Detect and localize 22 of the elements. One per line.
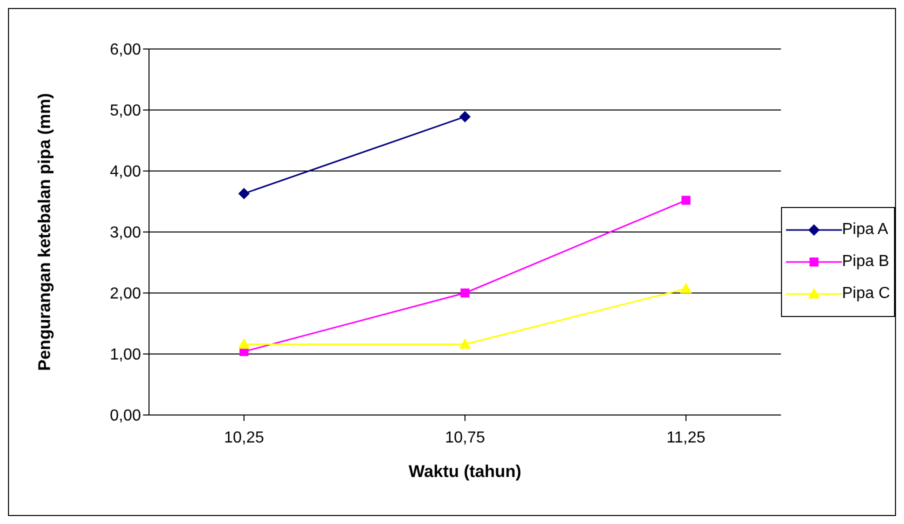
y-tick-label: 2,00 (110, 286, 142, 303)
y-tick-label: 4,00 (110, 164, 142, 181)
point (459, 338, 470, 349)
legend-label: Pipa A (842, 221, 888, 239)
legend-label: Pipa B (842, 253, 890, 271)
x-tick-label: 10,25 (224, 429, 264, 446)
y-tick-label: 6,00 (110, 42, 142, 59)
y-tick-label: 1,00 (110, 346, 142, 364)
y-tick-label: 5,00 (110, 102, 142, 120)
point (680, 283, 692, 294)
point (459, 111, 470, 122)
point (238, 338, 250, 349)
y-tick-label: 3,00 (110, 224, 142, 242)
x-tick-label: 11,25 (666, 429, 706, 446)
y-tick-label: 0,00 (110, 408, 142, 425)
x-tick-label: 10,75 (444, 429, 486, 446)
y-axis-title: Pengurangan ketebalan pipa (mm) (35, 93, 54, 371)
legend-label: Pipa C (842, 285, 890, 303)
point (681, 196, 690, 205)
x-axis-title: Waktu (tahun) (408, 462, 522, 481)
point (238, 188, 250, 200)
point (460, 288, 470, 298)
